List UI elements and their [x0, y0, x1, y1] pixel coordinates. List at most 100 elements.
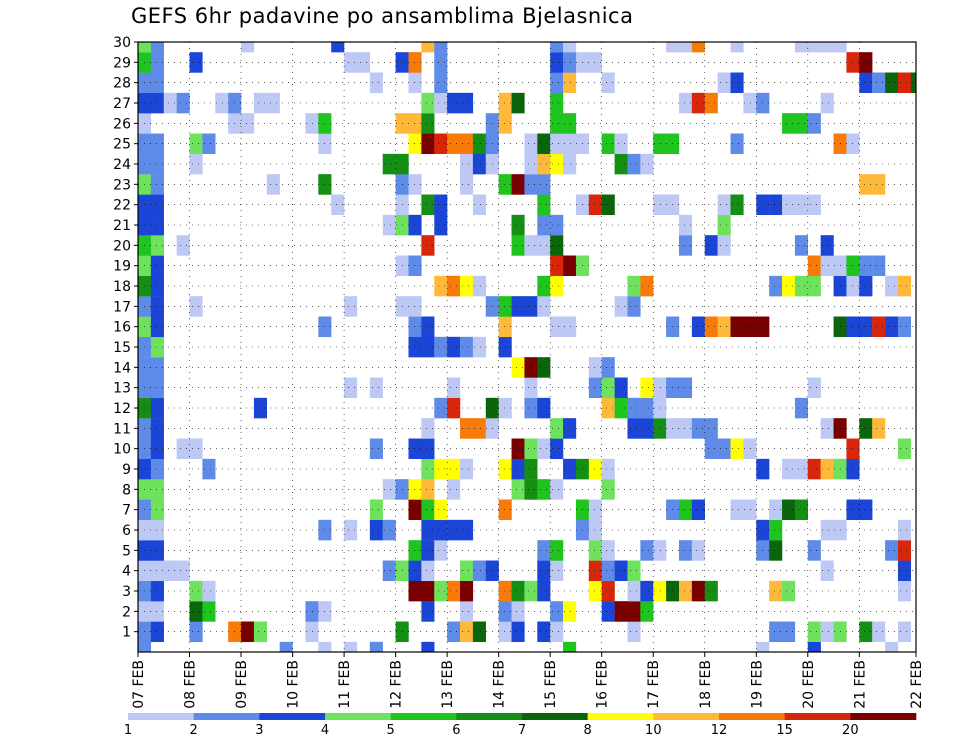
heatmap-cell: [421, 580, 435, 602]
heatmap-cell: [434, 336, 448, 358]
y-tick-label: 25: [113, 137, 131, 153]
heatmap-cell: [678, 580, 693, 602]
heatmap-cell: [769, 519, 783, 541]
heatmap-cell: [563, 52, 577, 73]
heatmap-cell: [421, 316, 435, 338]
heatmap-cell: [447, 275, 461, 297]
heatmap-cell: [807, 377, 821, 399]
heatmap-cell: [588, 458, 602, 480]
heatmap-cell: [150, 377, 164, 399]
colorbar-swatch: [325, 713, 391, 720]
heatmap-cell: [563, 458, 577, 480]
heatmap-cell: [524, 438, 538, 460]
heatmap-cell: [150, 357, 164, 378]
heatmap-cell: [421, 133, 435, 155]
heatmap-cell: [215, 92, 229, 114]
heatmap-cell: [588, 377, 602, 399]
heatmap-cell: [627, 580, 641, 602]
heatmap-cell: [601, 194, 615, 216]
heatmap-cell: [885, 540, 899, 561]
heatmap-cell: [704, 92, 718, 114]
heatmap-cell: [434, 42, 448, 53]
heatmap-cell: [640, 275, 654, 297]
heatmap-cell: [614, 133, 628, 155]
heatmap-cell: [253, 92, 268, 114]
heatmap-cell: [150, 418, 164, 439]
heatmap-cell: [872, 621, 886, 643]
heatmap-cell: [897, 316, 912, 338]
heatmap-cell: [730, 42, 744, 53]
heatmap-cell: [807, 113, 821, 134]
heatmap-cell: [678, 42, 693, 53]
heatmap-cell: [614, 560, 628, 582]
heatmap-cell: [653, 194, 667, 216]
heatmap-cell: [150, 540, 164, 561]
heatmap-cell: [563, 316, 577, 338]
y-tick-label: 7: [122, 503, 131, 519]
heatmap-cell: [794, 397, 808, 419]
heatmap-cell: [434, 397, 448, 419]
heatmap-cell: [472, 275, 486, 297]
heatmap-cell: [163, 560, 177, 582]
heatmap-cell: [460, 153, 474, 175]
heatmap-cell: [614, 397, 628, 419]
heatmap-cell: [344, 296, 358, 317]
heatmap-cell: [743, 92, 757, 114]
y-tick-label: 26: [113, 116, 131, 132]
heatmap-cell: [640, 580, 654, 602]
colorbar-swatch: [259, 713, 326, 720]
heatmap-cell: [150, 458, 164, 480]
x-tick-label: 11 FEB: [337, 660, 353, 709]
heatmap-cell: [498, 601, 512, 622]
heatmap-cell: [782, 499, 796, 521]
heatmap-cell: [150, 42, 164, 53]
heatmap-cell: [588, 194, 602, 216]
heatmap-cell: [176, 235, 190, 256]
y-tick-label: 15: [113, 340, 131, 356]
heatmap-cell: [717, 316, 731, 338]
heatmap-cell: [588, 357, 602, 378]
heatmap-cell: [138, 42, 152, 53]
y-tick-label: 29: [113, 55, 131, 71]
heatmap-cell: [794, 235, 808, 256]
heatmap-cell: [382, 519, 396, 541]
heatmap-cell: [382, 560, 396, 582]
heatmap-cell: [678, 377, 693, 399]
heatmap-cell: [150, 72, 164, 94]
heatmap-cell: [524, 153, 538, 175]
heatmap-cell: [421, 438, 435, 460]
heatmap-cell: [704, 418, 718, 439]
heatmap-cell: [550, 72, 564, 94]
heatmap-cell: [782, 458, 796, 480]
heatmap-cell: [176, 560, 190, 582]
heatmap-cell: [653, 133, 667, 155]
heatmap-cell: [653, 377, 667, 399]
heatmap-cell: [653, 580, 667, 602]
heatmap-cell: [794, 275, 808, 297]
x-tick-label: 19 FEB: [749, 660, 765, 709]
colorbar-swatch: [850, 713, 917, 720]
colorbar-label: 7: [518, 723, 526, 738]
y-tick-label: 24: [113, 157, 131, 173]
heatmap-cell: [807, 621, 821, 643]
heatmap-cell: [588, 540, 602, 561]
heatmap-cell: [601, 560, 615, 582]
heatmap-cell: [537, 540, 551, 561]
heatmap-cell: [640, 153, 654, 175]
x-tick-label: 21 FEB: [852, 660, 868, 709]
heatmap-cell: [833, 42, 847, 53]
heatmap-cell: [691, 316, 705, 338]
heatmap-cell: [897, 72, 912, 94]
heatmap-cell: [782, 113, 796, 134]
heatmap-cell: [782, 621, 796, 643]
heatmap-cell: [614, 377, 628, 399]
colorbar-label: 12: [711, 723, 728, 738]
heatmap-cell: [150, 235, 164, 256]
heatmap-cell: [189, 580, 203, 602]
heatmap-cell: [730, 316, 744, 338]
heatmap-cell: [537, 133, 551, 155]
heatmap-cell: [511, 357, 525, 378]
heatmap-cell: [627, 397, 641, 419]
heatmap-cell: [150, 133, 164, 155]
